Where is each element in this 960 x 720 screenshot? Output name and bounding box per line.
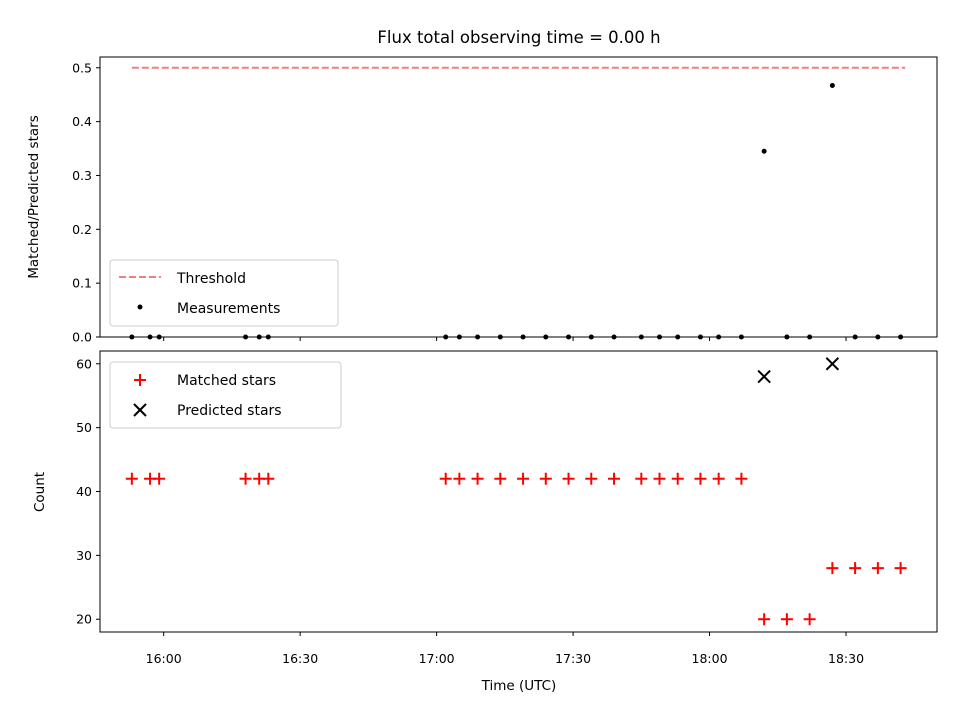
matched-star-point: [894, 562, 907, 575]
top-y-tick-label: 0.1: [72, 276, 92, 291]
top-legend: Threshold Measurements: [109, 259, 339, 327]
matched-star-point: [849, 562, 862, 575]
x-tick-label: 18:30: [828, 651, 864, 666]
bottom-y-axis-label: Count: [32, 472, 48, 512]
top-y-tick-label: 0.0: [72, 330, 92, 345]
matched-star-point: [803, 613, 816, 626]
matched-star-point: [262, 472, 275, 485]
x-axis-label: Time (UTC): [481, 678, 557, 694]
top-legend-box: [109, 259, 339, 327]
matched-star-point: [780, 613, 793, 626]
legend-predicted-label: Predicted stars: [177, 403, 282, 419]
measurement-point: [829, 83, 835, 89]
matched-star-point: [608, 472, 621, 485]
matched-star-point: [453, 472, 466, 485]
top-y-axis-label: Matched/Predicted stars: [26, 115, 42, 278]
bottom-plot-area: [125, 357, 907, 626]
matched-star-point: [153, 472, 166, 485]
matched-star-point: [125, 472, 138, 485]
bottom-y-tick-label: 20: [76, 612, 92, 627]
x-tick-label: 18:00: [692, 651, 728, 666]
matched-star-point: [471, 472, 484, 485]
matched-star-point: [585, 472, 598, 485]
bottom-legend-box: [109, 361, 342, 429]
bottom-y-tick-label: 50: [76, 420, 92, 435]
matched-star-point: [239, 472, 252, 485]
x-tick-label: 16:30: [282, 651, 318, 666]
predicted-star-point: [757, 369, 771, 384]
legend-matched-swatch: [134, 374, 146, 386]
bottom-y-tick-label: 60: [76, 356, 92, 371]
predicted-star-point: [825, 357, 840, 371]
legend-measurements-label: Measurements: [177, 301, 280, 317]
matched-star-point: [712, 472, 725, 485]
measurement-point: [761, 148, 767, 154]
matched-star-point: [694, 472, 707, 485]
matched-star-point: [826, 562, 839, 575]
bottom-y-tick-label: 40: [76, 484, 92, 499]
top-y-tick-label: 0.3: [72, 168, 92, 183]
matched-star-point: [653, 472, 666, 485]
matched-star-point: [758, 613, 771, 626]
top-plot-frame: [99, 56, 938, 338]
matched-star-point: [562, 472, 575, 485]
chart-title: Flux total observing time = 0.00 h: [377, 28, 660, 47]
bottom-legend: Matched stars Predicted stars: [109, 361, 342, 429]
matched-star-point: [539, 472, 552, 485]
legend-predicted-swatch: [133, 403, 147, 417]
matched-star-point: [871, 562, 884, 575]
matched-star-point: [494, 472, 507, 485]
legend-measurements-swatch: [137, 304, 143, 310]
matched-star-point: [635, 472, 648, 485]
legend-matched-label: Matched stars: [177, 373, 276, 389]
matched-star-point: [735, 472, 748, 485]
top-y-tick-label: 0.5: [72, 60, 92, 75]
x-tick-label: 17:00: [419, 651, 455, 666]
legend-threshold-label: Threshold: [176, 271, 246, 287]
bottom-y-tick-label: 30: [76, 548, 92, 563]
x-tick-label: 17:30: [555, 651, 591, 666]
matched-star-point: [517, 472, 530, 485]
x-tick-label: 16:00: [146, 651, 182, 666]
matched-star-point: [671, 472, 684, 485]
top-y-tick-label: 0.2: [72, 222, 92, 237]
matched-star-point: [439, 472, 452, 485]
top-y-tick-label: 0.4: [72, 114, 92, 129]
